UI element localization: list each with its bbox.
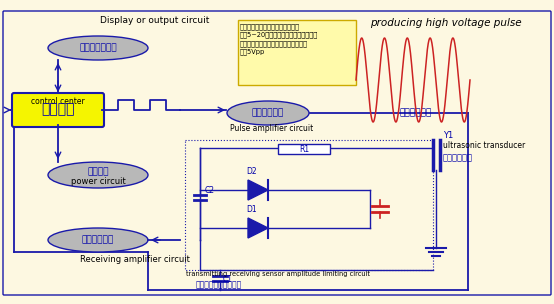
Bar xyxy=(278,144,330,154)
Text: C1: C1 xyxy=(223,275,233,285)
Text: Display or output circuit: Display or output circuit xyxy=(100,16,209,25)
Text: D1: D1 xyxy=(246,205,257,214)
Text: 脉冲放大电路: 脉冲放大电路 xyxy=(252,109,284,118)
Text: C2: C2 xyxy=(205,186,215,195)
Text: 显示或输出电路: 显示或输出电路 xyxy=(79,43,117,53)
Text: control center: control center xyxy=(31,97,85,106)
Ellipse shape xyxy=(48,162,148,188)
Text: 控制中心: 控制中心 xyxy=(41,102,75,116)
Text: R1: R1 xyxy=(299,144,309,154)
Text: 根据换能器的频率和实际工作要求
产生5~20个周期的脉冲信号，信号的频
率必须与换能器的频率相等，信号的幅
度为5Vpp: 根据换能器的频率和实际工作要求 产生5~20个周期的脉冲信号，信号的频 率必须与… xyxy=(240,23,318,55)
Text: 超声波换能器: 超声波换能器 xyxy=(443,153,473,162)
Ellipse shape xyxy=(48,228,148,252)
Text: 产生高压脉冲: 产生高压脉冲 xyxy=(400,108,432,117)
Ellipse shape xyxy=(227,101,309,125)
Bar xyxy=(185,140,433,270)
Text: transmitting receiving sensor amplitude limiting circuit: transmitting receiving sensor amplitude … xyxy=(186,271,370,277)
Polygon shape xyxy=(248,180,268,200)
Text: D2: D2 xyxy=(246,167,257,176)
Text: Y1: Y1 xyxy=(443,131,453,140)
Text: 接收放大电路: 接收放大电路 xyxy=(82,236,114,244)
Ellipse shape xyxy=(48,36,148,60)
Text: ultrasonic transducer: ultrasonic transducer xyxy=(443,141,525,150)
Text: Pulse amplifier circuit: Pulse amplifier circuit xyxy=(230,124,313,133)
Text: power circuit: power circuit xyxy=(70,177,125,185)
Polygon shape xyxy=(248,218,268,238)
Text: 电源电路: 电源电路 xyxy=(87,168,109,177)
Text: Receiving amplifier circuit: Receiving amplifier circuit xyxy=(80,255,190,264)
Text: 俥发一体探头限幅电路: 俥发一体探头限幅电路 xyxy=(196,280,242,289)
FancyBboxPatch shape xyxy=(238,20,356,85)
Text: producing high voltage pulse: producing high voltage pulse xyxy=(370,18,522,28)
FancyBboxPatch shape xyxy=(3,11,551,295)
FancyBboxPatch shape xyxy=(12,93,104,127)
